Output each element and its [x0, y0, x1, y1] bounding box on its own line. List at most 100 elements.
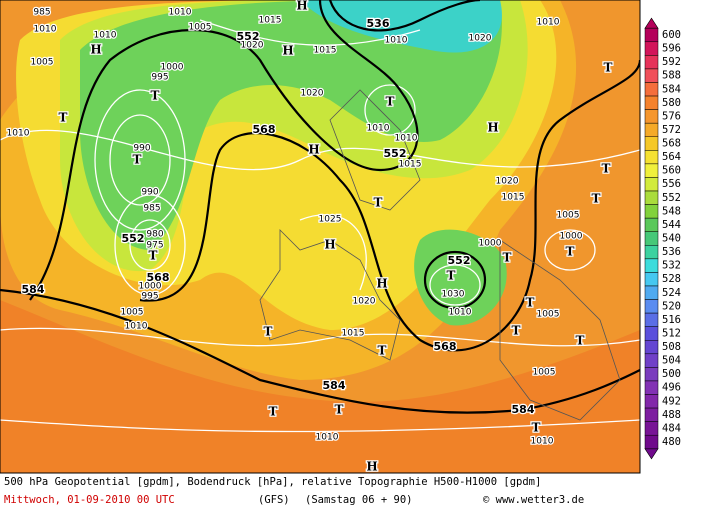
map-label: H: [308, 143, 319, 157]
colorbar-swatch: [644, 245, 659, 260]
map-label: 975: [146, 241, 163, 251]
footer-credit: © www.wetter3.de: [483, 494, 584, 506]
colorbar-label: 580: [662, 97, 681, 109]
map-label: 552: [448, 254, 471, 267]
colorbar-swatch: [644, 421, 659, 436]
colorbar-swatch: [644, 163, 659, 178]
colorbar-label: 544: [662, 219, 681, 231]
colorbar-swatch: [644, 299, 659, 314]
colorbar-swatch: [644, 109, 659, 124]
map-label: 1020: [496, 177, 519, 187]
colorbar-label: 512: [662, 327, 681, 339]
map-label: 1010: [395, 134, 418, 144]
colorbar-label: 520: [662, 300, 681, 312]
colorbar-label: 504: [662, 355, 681, 367]
map-label: 584: [22, 283, 45, 296]
colorbar-label: 496: [662, 382, 681, 394]
colorbar-swatch: [644, 27, 659, 43]
map-label: 1010: [316, 433, 339, 443]
map-label: 552: [237, 30, 260, 43]
map-label: T: [503, 251, 512, 265]
map-label: 552: [122, 232, 145, 245]
map-label: T: [526, 296, 535, 310]
colorbar-swatch: [644, 41, 659, 56]
map-label: T: [447, 269, 456, 283]
colorbar-label: 576: [662, 110, 681, 122]
colorbar-swatch: [644, 272, 659, 287]
map-label: T: [512, 324, 521, 338]
colorbar-label: 560: [662, 165, 681, 177]
colorbar-swatch: [644, 407, 659, 422]
colorbar-swatch: [644, 258, 659, 273]
map-label: T: [151, 89, 160, 103]
map-label: 1015: [399, 160, 422, 170]
colorbar-swatch: [644, 326, 659, 341]
map-label: T: [576, 334, 585, 348]
map-label: 1010: [169, 8, 192, 18]
colorbar-swatch: [644, 122, 659, 138]
colorbar-label: 540: [662, 233, 681, 245]
map-label: 1010: [537, 18, 560, 28]
map-label: T: [374, 196, 383, 210]
map-label: H: [324, 238, 335, 252]
map-field: [0, 0, 640, 473]
map-label: T: [335, 403, 344, 417]
colorbar-label: 480: [662, 436, 681, 448]
colorbar-label: 548: [662, 205, 681, 217]
map-label: 995: [151, 73, 168, 83]
map-label: 1005: [189, 23, 212, 33]
colorbar-label: 556: [662, 178, 681, 190]
map-label: 1005: [121, 308, 144, 318]
colorbar-label: 600: [662, 29, 681, 41]
map-label: 568: [434, 340, 457, 353]
colorbar-label: 568: [662, 138, 681, 150]
colorbar-label: 500: [662, 368, 681, 380]
footer-model: (GFS): [258, 494, 290, 506]
map-label: T: [378, 344, 387, 358]
map-label: 1015: [502, 193, 525, 203]
colorbar-label: 532: [662, 260, 681, 272]
map-label: 1015: [259, 16, 282, 26]
map-label: 990: [133, 144, 150, 154]
map-label: 1020: [241, 41, 264, 51]
colorbar-swatch: [644, 231, 659, 246]
map-label: 1010: [94, 31, 117, 41]
map-label: H: [296, 0, 307, 13]
map-label: 1005: [557, 211, 580, 221]
colorbar-label: 524: [662, 287, 681, 299]
map-label: 536: [367, 17, 390, 30]
map-label: 1010: [531, 437, 554, 447]
colorbar-label: 528: [662, 273, 681, 285]
map-label: 1000: [560, 232, 583, 242]
colorbar-label: 536: [662, 246, 681, 258]
colorbar-swatch: [644, 285, 659, 300]
map-label: 985: [33, 8, 50, 18]
colorbar-swatch: [644, 312, 659, 327]
colorbar-label: 516: [662, 314, 681, 326]
colorbar-swatch: [644, 95, 659, 110]
map-label: 1010: [125, 322, 148, 332]
colorbar-swatch: [644, 353, 659, 368]
colorbar-top-arrow: [644, 17, 659, 29]
map-label: 1005: [537, 310, 560, 320]
colorbar-label: 488: [662, 409, 681, 421]
colorbar-swatch: [644, 367, 659, 382]
map-label: T: [59, 111, 68, 125]
map-label: 1005: [31, 58, 54, 68]
map-label: 1010: [7, 129, 30, 139]
map-label: H: [376, 277, 387, 291]
map-label: T: [386, 95, 395, 109]
map-label: 1000: [161, 63, 184, 73]
colorbar-swatch: [644, 150, 659, 165]
map-label: H: [282, 44, 293, 58]
map-label: 552: [384, 147, 407, 160]
colorbar-label: 492: [662, 395, 681, 407]
map-label: 568: [147, 271, 170, 284]
map-label: T: [264, 325, 273, 339]
colorbar-swatch: [644, 217, 659, 232]
map-label: T: [532, 421, 541, 435]
colorbar-swatch: [644, 394, 659, 409]
colorbar-swatch: [644, 190, 659, 205]
colorbar-bottom-arrow: [644, 448, 659, 460]
colorbar-swatch: [644, 204, 659, 219]
